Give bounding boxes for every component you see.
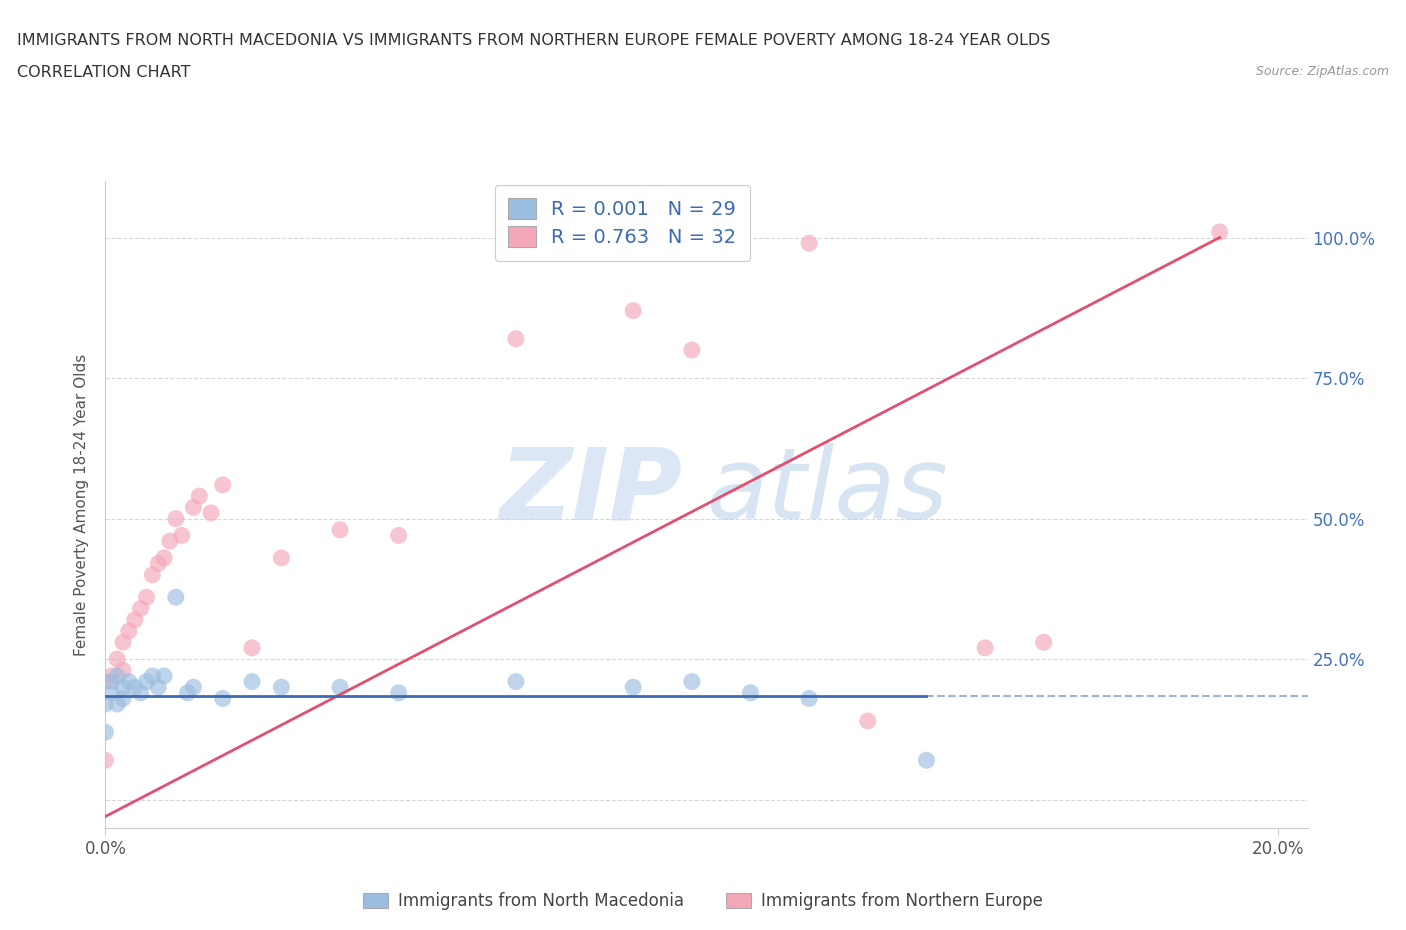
Point xyxy=(112,635,135,650)
Point xyxy=(118,623,141,638)
Point xyxy=(974,641,997,656)
Point xyxy=(165,512,187,526)
Text: atlas: atlas xyxy=(707,443,948,540)
Point xyxy=(105,697,128,711)
Point xyxy=(200,506,222,521)
Point xyxy=(165,590,187,604)
Point xyxy=(100,669,122,684)
Point xyxy=(681,342,703,357)
Point xyxy=(505,331,527,346)
Point xyxy=(118,674,141,689)
Point xyxy=(621,680,644,695)
Point xyxy=(505,674,527,689)
Point xyxy=(94,752,117,767)
Point xyxy=(112,663,135,678)
Point xyxy=(329,680,352,695)
Point xyxy=(153,551,176,565)
Point xyxy=(129,601,152,616)
Point xyxy=(153,669,176,684)
Point xyxy=(1208,224,1230,239)
Point xyxy=(141,669,163,684)
Point xyxy=(141,567,163,582)
Point xyxy=(94,697,117,711)
Point xyxy=(188,488,211,503)
Point xyxy=(148,680,170,695)
Y-axis label: Female Poverty Among 18-24 Year Olds: Female Poverty Among 18-24 Year Olds xyxy=(75,353,90,656)
Point xyxy=(129,685,152,700)
Point xyxy=(329,523,352,538)
Point xyxy=(1032,635,1054,650)
Point xyxy=(740,685,762,700)
Point xyxy=(135,590,157,604)
Point xyxy=(94,674,117,689)
Point xyxy=(240,674,263,689)
Point xyxy=(388,528,411,543)
Point xyxy=(797,235,820,250)
Text: IMMIGRANTS FROM NORTH MACEDONIA VS IMMIGRANTS FROM NORTHERN EUROPE FEMALE POVERT: IMMIGRANTS FROM NORTH MACEDONIA VS IMMIG… xyxy=(17,33,1050,47)
Text: CORRELATION CHART: CORRELATION CHART xyxy=(17,65,190,80)
Point xyxy=(105,652,128,667)
Point xyxy=(211,477,233,492)
Legend: R = 0.001   N = 29, R = 0.763   N = 32: R = 0.001 N = 29, R = 0.763 N = 32 xyxy=(495,185,749,261)
Point xyxy=(681,674,703,689)
Point xyxy=(211,691,233,706)
Text: ZIP: ZIP xyxy=(499,443,682,540)
Point xyxy=(94,724,117,739)
Point xyxy=(797,691,820,706)
Point xyxy=(176,685,198,700)
Point xyxy=(124,680,146,695)
Point xyxy=(100,685,122,700)
Point xyxy=(170,528,193,543)
Point xyxy=(621,303,644,318)
Point xyxy=(183,680,205,695)
Point xyxy=(112,680,135,695)
Point xyxy=(388,685,411,700)
Text: Source: ZipAtlas.com: Source: ZipAtlas.com xyxy=(1256,65,1389,78)
Legend: Immigrants from North Macedonia, Immigrants from Northern Europe: Immigrants from North Macedonia, Immigra… xyxy=(357,885,1049,917)
Point xyxy=(112,691,135,706)
Point xyxy=(856,713,879,728)
Point xyxy=(159,534,181,549)
Point xyxy=(135,674,157,689)
Point xyxy=(270,551,292,565)
Point xyxy=(124,612,146,627)
Point xyxy=(915,752,938,767)
Point xyxy=(270,680,292,695)
Point xyxy=(148,556,170,571)
Point xyxy=(105,669,128,684)
Point xyxy=(183,500,205,515)
Point xyxy=(100,674,122,689)
Point xyxy=(240,641,263,656)
